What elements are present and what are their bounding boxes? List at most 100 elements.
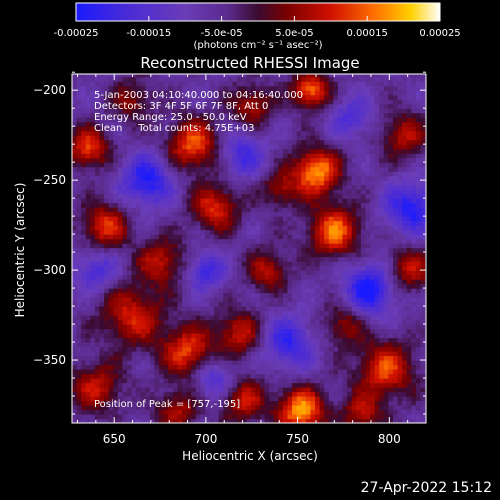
heatmap-cell bbox=[163, 81, 169, 87]
heatmap-cell bbox=[182, 130, 188, 136]
heatmap-cell bbox=[273, 306, 279, 312]
heatmap-cell bbox=[360, 328, 367, 334]
heatmap-cell bbox=[223, 162, 229, 168]
heatmap-cell bbox=[342, 382, 348, 388]
heatmap-cell bbox=[282, 184, 289, 190]
heatmap-cell bbox=[223, 306, 229, 312]
heatmap-cell bbox=[163, 319, 169, 325]
heatmap-cell bbox=[260, 162, 266, 168]
heatmap-cell bbox=[246, 292, 252, 298]
heatmap-cell bbox=[310, 207, 316, 213]
heatmap-cell bbox=[360, 166, 367, 172]
heatmap-cell bbox=[117, 90, 124, 96]
heatmap-cell bbox=[310, 81, 316, 87]
heatmap-cell bbox=[145, 216, 151, 222]
heatmap-cell bbox=[292, 396, 298, 402]
heatmap-cell bbox=[292, 387, 298, 393]
heatmap-cell bbox=[250, 211, 257, 217]
heatmap-cell bbox=[351, 225, 357, 231]
heatmap-cell bbox=[264, 171, 270, 177]
heatmap-cell bbox=[260, 373, 266, 379]
heatmap-cell bbox=[117, 364, 124, 370]
heatmap-cell bbox=[149, 198, 156, 204]
heatmap-cell bbox=[113, 74, 119, 78]
heatmap-cell bbox=[264, 378, 270, 384]
heatmap-cell bbox=[136, 333, 142, 339]
heatmap-cell bbox=[122, 81, 128, 87]
heatmap-cell bbox=[287, 270, 293, 276]
heatmap-cell bbox=[85, 400, 91, 406]
heatmap-cell bbox=[260, 346, 266, 352]
heatmap-cell bbox=[356, 229, 362, 235]
heatmap-cell bbox=[333, 387, 339, 393]
heatmap-cell bbox=[191, 135, 197, 141]
heatmap-cell bbox=[177, 261, 183, 267]
heatmap-cell bbox=[255, 346, 261, 352]
heatmap-cell bbox=[351, 126, 357, 132]
heatmap-cell bbox=[140, 180, 146, 186]
heatmap-cell bbox=[195, 306, 201, 312]
heatmap-cell bbox=[182, 369, 188, 375]
heatmap-cell bbox=[324, 310, 330, 316]
heatmap-cell bbox=[333, 207, 339, 213]
heatmap-cell bbox=[145, 108, 151, 114]
heatmap-cell bbox=[163, 139, 169, 145]
heatmap-cell bbox=[177, 117, 183, 123]
heatmap-cell bbox=[136, 234, 142, 240]
heatmap-cell bbox=[260, 409, 266, 415]
heatmap-cell bbox=[99, 189, 105, 195]
heatmap-cell bbox=[163, 283, 169, 289]
heatmap-cell bbox=[351, 162, 357, 168]
heatmap-cell bbox=[305, 220, 312, 226]
heatmap-cell bbox=[310, 396, 316, 402]
heatmap-cell bbox=[351, 229, 357, 235]
heatmap-cell bbox=[186, 382, 192, 388]
heatmap-cell bbox=[342, 216, 348, 222]
heatmap-cell bbox=[269, 234, 275, 240]
heatmap-cell bbox=[108, 166, 114, 172]
heatmap-cell bbox=[108, 346, 114, 352]
heatmap-cell bbox=[136, 229, 142, 235]
heatmap-cell bbox=[195, 261, 201, 267]
heatmap-cell bbox=[145, 99, 151, 105]
heatmap-cell bbox=[122, 153, 128, 159]
heatmap-cell bbox=[218, 333, 224, 339]
heatmap-cell bbox=[282, 193, 289, 199]
heatmap-cell bbox=[94, 319, 101, 325]
heatmap-cell bbox=[186, 328, 192, 334]
heatmap-cell bbox=[117, 405, 124, 411]
heatmap-cell bbox=[168, 270, 174, 276]
heatmap-cell bbox=[172, 387, 179, 393]
heatmap-cell bbox=[76, 315, 82, 321]
heatmap-cell bbox=[273, 76, 279, 82]
heatmap-cell bbox=[108, 193, 114, 199]
heatmap-cell bbox=[172, 342, 179, 348]
heatmap-cell bbox=[195, 157, 201, 163]
heatmap-cell bbox=[255, 324, 261, 330]
heatmap-cell bbox=[269, 112, 275, 118]
heatmap-cell bbox=[351, 175, 357, 181]
heatmap-cell bbox=[149, 297, 156, 303]
heatmap-cell bbox=[104, 171, 110, 177]
heatmap-cell bbox=[269, 85, 275, 91]
heatmap-cell bbox=[191, 297, 197, 303]
heatmap-cell bbox=[117, 166, 124, 172]
heatmap-cell bbox=[324, 207, 330, 213]
heatmap-cell bbox=[310, 310, 316, 316]
heatmap-cell bbox=[108, 207, 114, 213]
heatmap-cell bbox=[310, 283, 316, 289]
heatmap-cell bbox=[159, 117, 165, 123]
heatmap-cell bbox=[136, 324, 142, 330]
heatmap-cell bbox=[250, 409, 257, 415]
heatmap-cell bbox=[90, 288, 96, 294]
heatmap-cell bbox=[172, 292, 179, 298]
heatmap-cell bbox=[131, 247, 137, 253]
heatmap-cell bbox=[269, 74, 275, 78]
heatmap-cell bbox=[223, 103, 229, 109]
heatmap-cell bbox=[122, 229, 128, 235]
heatmap-cell bbox=[273, 94, 279, 100]
heatmap-cell bbox=[287, 355, 293, 361]
heatmap-cell bbox=[94, 355, 101, 361]
heatmap-cell bbox=[122, 234, 128, 240]
heatmap-cell bbox=[241, 315, 247, 321]
